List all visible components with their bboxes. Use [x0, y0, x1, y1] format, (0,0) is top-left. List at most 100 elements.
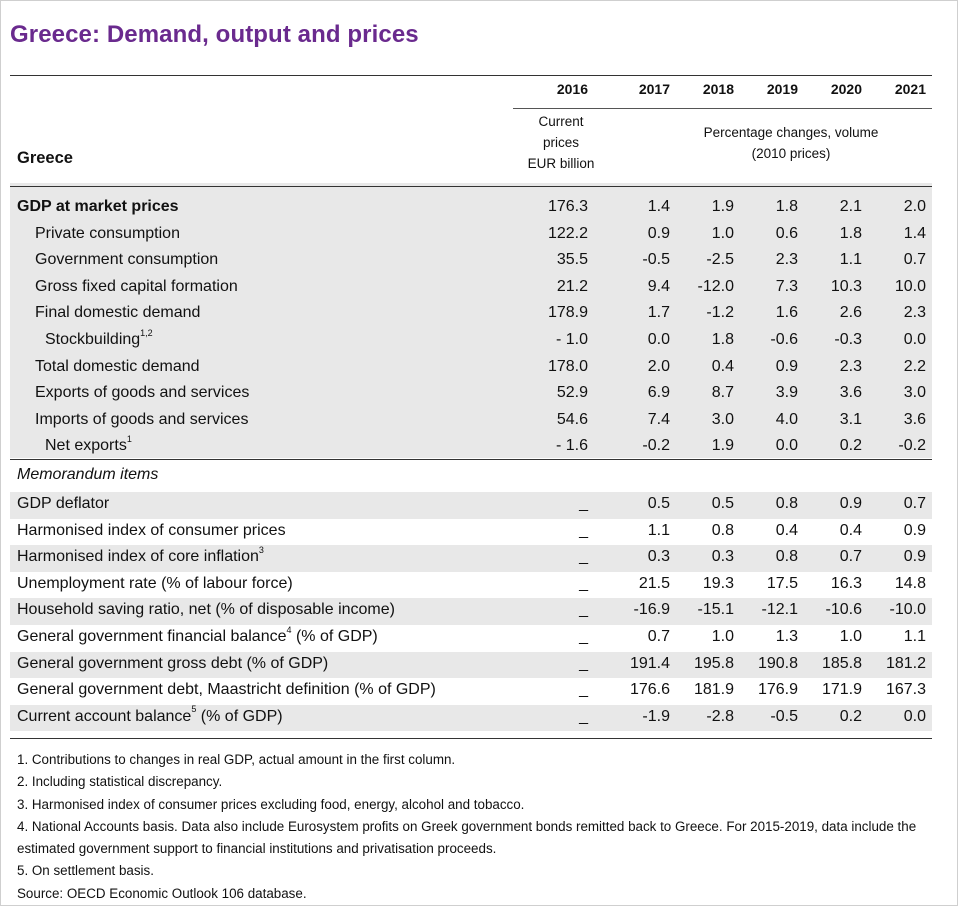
- cell-2021: 3.6: [903, 410, 926, 428]
- cell-2020: 0.2: [839, 437, 862, 455]
- row-label: Total domestic demand: [35, 354, 200, 381]
- cell-2021: 2.0: [903, 198, 926, 215]
- section-rule: [10, 459, 932, 460]
- row-shading: [10, 704, 932, 732]
- cell-2018: 0.4: [711, 357, 734, 375]
- footnote-3: 3. Harmonised index of consumer prices e…: [17, 796, 525, 812]
- cell-2021: 0.0: [903, 707, 926, 725]
- unit-rest-line-2: (2010 prices): [751, 146, 831, 161]
- cell-2017: 0.0: [647, 331, 670, 348]
- year-2018: 2018: [702, 81, 734, 97]
- cell-2018: 195.8: [693, 654, 734, 672]
- cell-2020: -10.6: [825, 601, 862, 619]
- col-2016-unit: Current prices EUR billion: [511, 111, 611, 174]
- table-row: Harmonised index of consumer prices _ 1.1 0…: [10, 518, 932, 545]
- footnote-5: 5. On settlement basis.: [17, 863, 154, 879]
- row-label-text: Current account balance: [17, 707, 192, 725]
- row-label-text: General government financial balance: [17, 628, 287, 645]
- cell-2018: -15.1: [697, 601, 734, 619]
- cell-2016: _: [579, 654, 588, 672]
- page-title: Greece: Demand, output and prices: [10, 21, 419, 48]
- cell-2021: 0.9: [903, 521, 926, 539]
- year-header-row: 2016 2017 2018 2019 2020 2021: [10, 81, 932, 103]
- cell-2021: 3.0: [903, 384, 926, 402]
- table-row: Stockbuilding1,2 - 1.0 0.0 1.8 -0.6 -0.3 0.0: [10, 327, 932, 354]
- cell-2017: 176.6: [629, 681, 670, 699]
- cell-2016: _: [579, 548, 588, 566]
- table-row: Exports of goods and services 52.9 6.9 8.7 3…: [10, 380, 932, 407]
- row-label-text: Stockbuilding: [45, 331, 141, 348]
- footnote-1: 1. Contributions to changes in real GDP,…: [17, 752, 456, 767]
- row-label: Government consumption: [35, 247, 218, 274]
- cell-2019: 2.3: [775, 251, 798, 269]
- cell-2020: 0.9: [839, 495, 862, 512]
- cell-2018: 1.8: [711, 331, 734, 348]
- unit-rest-line-1: Percentage changes, volume: [703, 125, 879, 140]
- row-shading: [10, 183, 932, 458]
- cell-2017: 1.7: [647, 304, 670, 322]
- cell-2017: -0.5: [642, 251, 670, 269]
- row-label: Final domestic demand: [35, 300, 200, 327]
- cell-2019: 0.8: [775, 495, 798, 512]
- cell-2020: 16.3: [830, 574, 862, 592]
- table-row: Total domestic demand 178.0 2.0 0.4 0.9 2.3 2.…: [10, 354, 932, 381]
- cell-2018: 181.9: [693, 681, 734, 699]
- row-label: General government debt, Maastricht defi…: [17, 677, 436, 704]
- table-row: GDP at market prices 176.3 1.4 1.9 1.8 2.1 2.0: [10, 194, 932, 221]
- cell-2019: 0.6: [775, 224, 798, 242]
- row-label-text: Private consumption: [35, 224, 180, 242]
- cell-2016: _: [579, 628, 588, 645]
- cell-2017: 0.7: [647, 628, 670, 645]
- cell-2019: 1.3: [775, 628, 798, 645]
- cell-2016: 52.9: [556, 384, 588, 402]
- cell-2018: -2.5: [706, 251, 734, 269]
- cell-2021: -0.2: [898, 437, 926, 455]
- cell-2019: -12.1: [761, 601, 798, 619]
- row-shading: [10, 545, 932, 572]
- row-label: Harmonised index of consumer prices: [17, 518, 286, 545]
- row-label-text: General government debt, Maastricht defi…: [17, 681, 436, 699]
- cell-2016: _: [579, 601, 588, 619]
- cell-2018: -1.2: [706, 304, 734, 322]
- table-row: Private consumption 122.2 0.9 1.0 0.6 1.8 1.4: [10, 221, 932, 248]
- cell-2019: 176.9: [757, 681, 798, 699]
- cell-2019: 17.5: [766, 574, 798, 592]
- cell-2020: 1.1: [839, 251, 862, 269]
- cell-2018: 0.8: [711, 521, 734, 539]
- row-label: GDP at market prices: [17, 194, 179, 221]
- unit-line-2: prices: [542, 135, 579, 150]
- row-label-text: Final domestic demand: [35, 304, 201, 322]
- cell-2020: 3.6: [839, 384, 862, 402]
- cell-2016: - 1.0: [555, 331, 588, 348]
- cell-2019: 0.9: [775, 357, 798, 375]
- row-label: Current account balance5 (% of GDP): [17, 704, 283, 731]
- header-rule: [513, 108, 932, 109]
- cell-2020: 1.8: [839, 224, 862, 242]
- table-row: GDP deflator _ 0.5 0.5 0.8 0.9 0.7: [10, 491, 932, 518]
- year-2019: 2019: [766, 81, 798, 97]
- row-label: General government financial balance4 (%…: [17, 624, 378, 651]
- cell-2019: -0.6: [770, 331, 798, 348]
- row-label: Net exports1: [45, 433, 132, 460]
- cell-2018: 3.0: [711, 410, 734, 428]
- row-label: Imports of goods and services: [35, 407, 248, 434]
- cell-2017: 2.0: [647, 357, 670, 375]
- cell-2020: 0.7: [839, 548, 862, 566]
- table-row: Final domestic demand 178.9 1.7 -1.2 1.6 2.6 2…: [10, 300, 932, 327]
- row-label-text: Exports of goods and services: [35, 384, 250, 402]
- row-header-country: Greece: [17, 149, 73, 167]
- row-label: Unemployment rate (% of labour force): [17, 571, 293, 598]
- row-shading: [10, 651, 932, 679]
- year-2020: 2020: [830, 81, 862, 97]
- table-row: Government consumption 35.5 -0.5 -2.5 2.3 1.1…: [10, 247, 932, 274]
- row-label: GDP deflator: [17, 491, 109, 518]
- unit-line-3: EUR billion: [527, 156, 595, 171]
- cell-2017: -0.2: [642, 437, 670, 455]
- table-row: Gross fixed capital formation 21.2 9.4 -12.…: [10, 274, 932, 301]
- footnote-ref: 3: [258, 544, 264, 555]
- cell-2016: 176.3: [547, 198, 588, 215]
- cell-2021: 0.7: [903, 495, 926, 512]
- col-rest-unit: Percentage changes, volume (2010 prices): [651, 122, 931, 164]
- table-row: General government debt, Maastricht defi…: [10, 677, 932, 704]
- cell-2020: 2.6: [839, 304, 862, 322]
